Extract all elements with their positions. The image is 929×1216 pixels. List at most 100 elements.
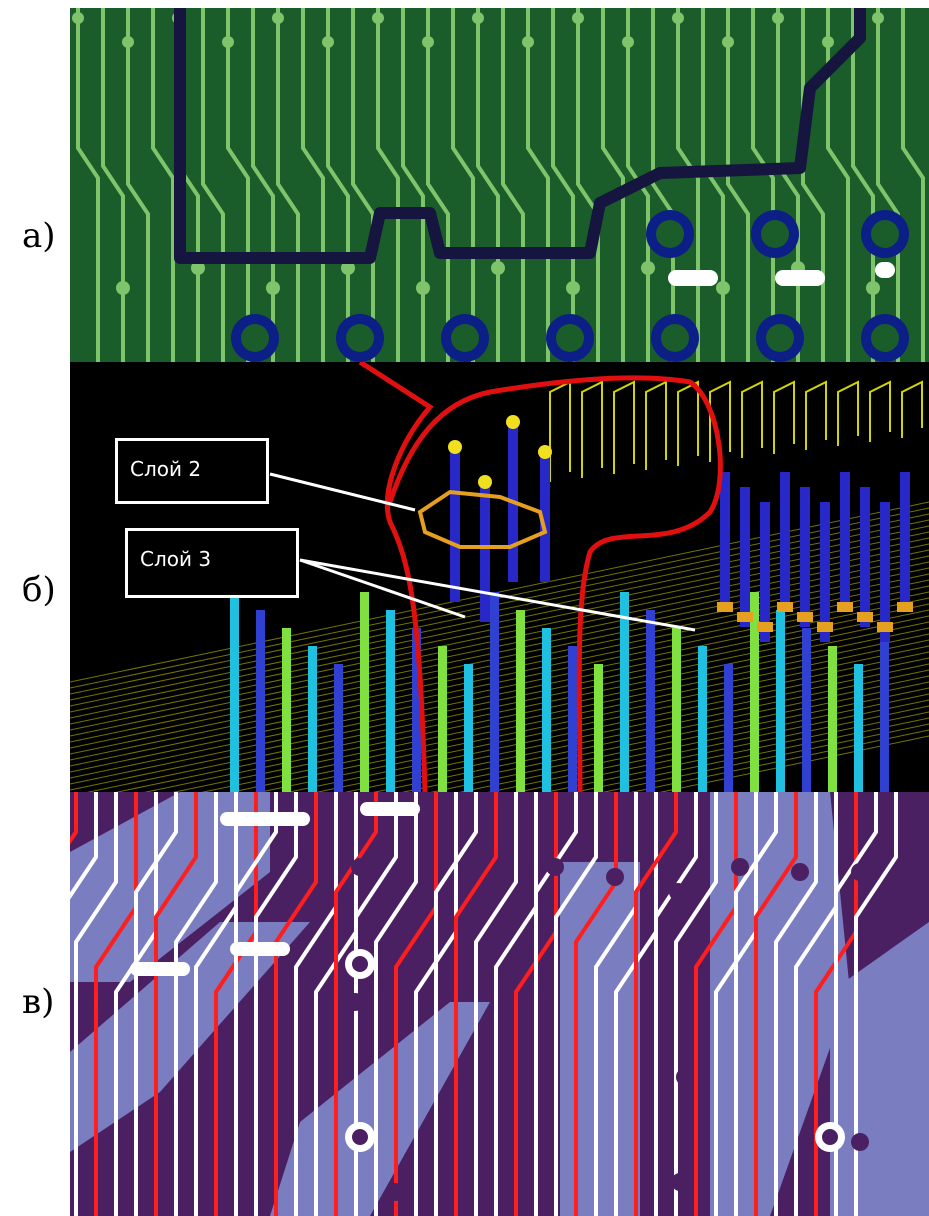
pcb-layout-a bbox=[72, 8, 925, 362]
trace-pad bbox=[72, 12, 84, 24]
trace-line bbox=[576, 8, 600, 362]
via-column bbox=[802, 628, 811, 792]
trace-line bbox=[476, 8, 500, 362]
via-hole bbox=[822, 1129, 838, 1145]
via-column bbox=[672, 628, 681, 792]
via-hole bbox=[791, 863, 809, 881]
via-barrel bbox=[720, 472, 730, 612]
via-column bbox=[334, 664, 343, 792]
trace-line bbox=[834, 792, 878, 1216]
via-pad bbox=[737, 612, 753, 622]
callout-layer-2: Слой 2 bbox=[115, 438, 269, 504]
via-barrel bbox=[800, 487, 810, 627]
via-column bbox=[854, 664, 863, 792]
layer-line bbox=[86, 615, 929, 792]
via-pad bbox=[538, 445, 552, 459]
trace-line bbox=[601, 8, 625, 362]
trace-line bbox=[751, 8, 775, 362]
trace-line bbox=[94, 792, 138, 1216]
pcb-panel-b: Слой 2 Слой 3 bbox=[70, 362, 929, 792]
trace-line bbox=[394, 792, 438, 1216]
via-column bbox=[620, 592, 629, 792]
via-hole bbox=[731, 858, 749, 876]
via-hole bbox=[671, 1173, 689, 1191]
via-hole bbox=[871, 220, 899, 248]
via-barrel bbox=[540, 452, 550, 582]
outline-shape bbox=[901, 380, 923, 438]
trace-line bbox=[526, 8, 550, 362]
outline-shape bbox=[837, 380, 859, 446]
trace-pad bbox=[272, 12, 284, 24]
slot-pad bbox=[775, 270, 825, 286]
via-barrel bbox=[900, 472, 910, 612]
trace-line bbox=[494, 792, 538, 1216]
via-pad bbox=[717, 602, 733, 612]
via-column bbox=[516, 610, 525, 792]
copper-plane bbox=[710, 792, 850, 1216]
via-column bbox=[698, 646, 707, 792]
trace-pad bbox=[572, 12, 584, 24]
trace-line bbox=[294, 792, 338, 1216]
via-column bbox=[646, 610, 655, 792]
trace-line bbox=[701, 8, 725, 362]
trace-stub bbox=[220, 812, 310, 826]
via-column bbox=[438, 646, 447, 792]
trace-pad bbox=[266, 281, 280, 295]
trace-pad bbox=[322, 36, 334, 48]
trace-line bbox=[651, 8, 675, 362]
trace-line bbox=[201, 8, 225, 362]
via-hole bbox=[661, 324, 689, 352]
layer-line bbox=[287, 657, 929, 792]
trace-pad bbox=[716, 281, 730, 295]
trace-pad bbox=[622, 36, 634, 48]
callout-layer-3-text: Слой 3 bbox=[140, 547, 212, 571]
trace-line bbox=[801, 8, 825, 362]
layer-line bbox=[573, 717, 929, 792]
trace-pad bbox=[222, 36, 234, 48]
via-column bbox=[828, 646, 837, 792]
via-hole bbox=[346, 993, 364, 1011]
via-column bbox=[490, 592, 499, 792]
via-column bbox=[308, 646, 317, 792]
via-column bbox=[776, 610, 785, 792]
trace-pad bbox=[341, 261, 355, 275]
arrow-layer-2 bbox=[269, 472, 416, 512]
trace-line bbox=[134, 792, 178, 1216]
via-pad bbox=[837, 602, 853, 612]
layer-line bbox=[315, 663, 929, 792]
via-pad bbox=[817, 622, 833, 632]
via-hole bbox=[386, 1183, 404, 1201]
trace-pad bbox=[641, 261, 655, 275]
via-barrel bbox=[820, 502, 830, 642]
trace-line bbox=[776, 8, 800, 362]
trace-pad bbox=[522, 36, 534, 48]
trace-line bbox=[194, 792, 238, 1216]
via-pad bbox=[797, 612, 813, 622]
trace-pad bbox=[422, 36, 434, 48]
slot-pad bbox=[875, 262, 895, 278]
trace-pad bbox=[191, 261, 205, 275]
outline-shape bbox=[741, 380, 763, 458]
trace-pad bbox=[416, 281, 430, 295]
trace-pad bbox=[566, 281, 580, 295]
via-column bbox=[282, 628, 291, 792]
via-column bbox=[568, 646, 577, 792]
trace-pad bbox=[822, 36, 834, 48]
trace-line bbox=[70, 792, 78, 845]
trace-line bbox=[594, 792, 638, 1216]
trace-line bbox=[376, 8, 400, 362]
via-hole bbox=[546, 858, 564, 876]
layer-line bbox=[143, 627, 929, 792]
layer-line bbox=[630, 729, 929, 792]
via-column bbox=[464, 664, 473, 792]
trace-pad bbox=[491, 261, 505, 275]
via-barrel bbox=[860, 487, 870, 627]
outline-shape bbox=[645, 380, 667, 470]
pcb-panel-c bbox=[70, 792, 929, 1216]
outline-shape bbox=[677, 380, 699, 466]
via-column bbox=[724, 664, 733, 792]
via-hole bbox=[352, 1129, 368, 1145]
via-column bbox=[412, 628, 421, 792]
trace-pad bbox=[872, 12, 884, 24]
via-barrel bbox=[880, 502, 890, 642]
